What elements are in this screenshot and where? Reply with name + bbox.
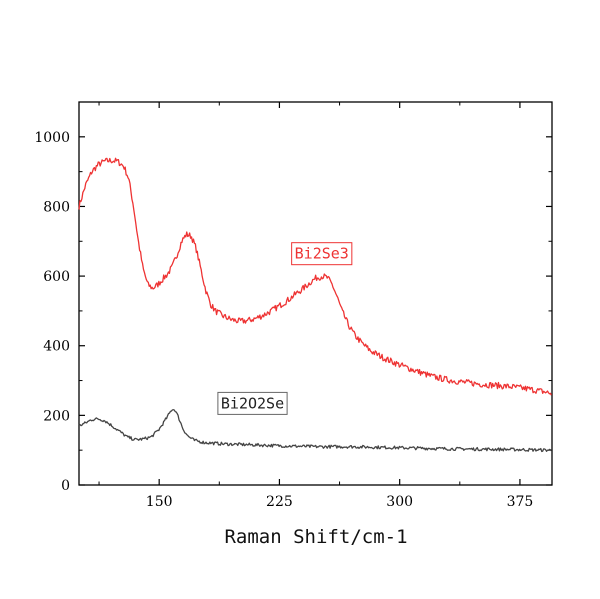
- x-tick-label: 225: [266, 494, 293, 510]
- y-tick-label: 0: [61, 478, 70, 494]
- plot-frame: [78, 101, 553, 486]
- annotation-box: [291, 242, 353, 266]
- annotation-box: [217, 391, 288, 415]
- y-tick-label: 400: [43, 339, 70, 355]
- series-layer: [78, 157, 552, 453]
- y-tick-label: 200: [43, 408, 70, 424]
- x-tick-label: 150: [146, 494, 173, 510]
- series-annotation-bi2se3: Bi2Se3: [295, 245, 349, 263]
- annotation-layer: Bi2Se3 Bi2O2Se: [217, 242, 353, 415]
- series-line-bi2o2se: [78, 409, 552, 453]
- x-tick-label: 300: [386, 494, 413, 510]
- y-tick-label: 1000: [34, 130, 70, 146]
- x-axis-title: Raman Shift/cm-1: [224, 526, 407, 548]
- y-tick-label: 600: [43, 269, 70, 285]
- y-tick-label: 800: [43, 199, 70, 215]
- series-line-bi2se3: [78, 157, 552, 396]
- ticks-layer: 150 225 300 375 0 200 400 600 800 1000: [34, 102, 552, 510]
- x-tick-label: 375: [507, 494, 534, 510]
- series-annotation-bi2o2se: Bi2O2Se: [221, 394, 284, 412]
